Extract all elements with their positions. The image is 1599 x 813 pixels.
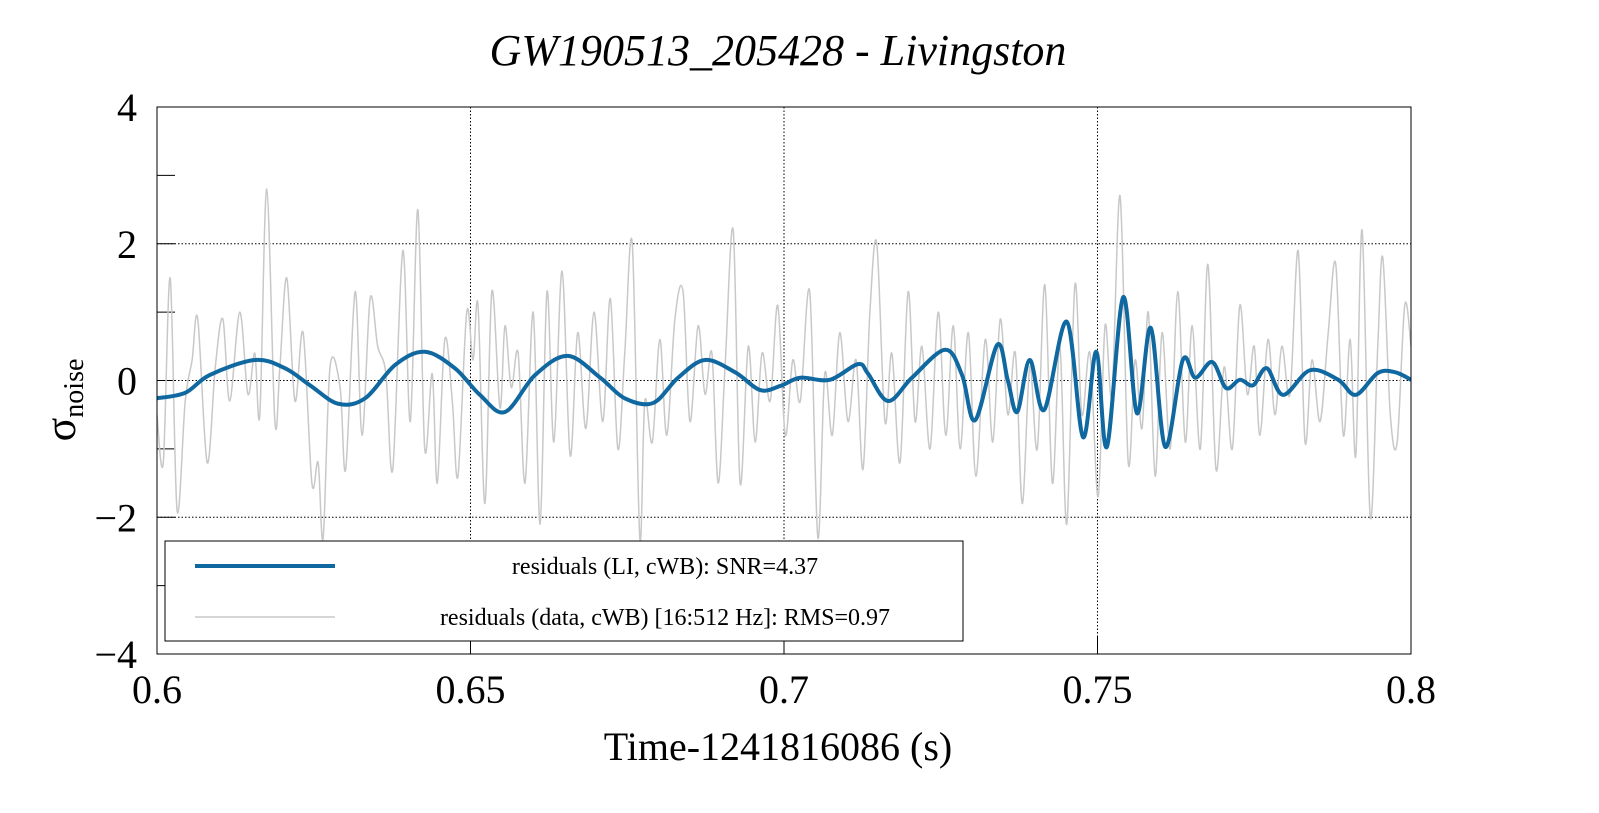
y-tick-label: 4 bbox=[117, 85, 137, 130]
x-tick-label: 0.6 bbox=[132, 667, 182, 712]
legend-label: residuals (LI, cWB): SNR=4.37 bbox=[512, 554, 818, 580]
y-axis-subscript: noise bbox=[59, 359, 90, 418]
x-axis-label: Time-1241816086 (s) bbox=[604, 724, 953, 769]
series-line bbox=[157, 188, 1411, 542]
legend-box bbox=[164, 540, 964, 642]
y-axis-symbol: σ bbox=[36, 417, 85, 441]
x-tick-label: 0.65 bbox=[436, 667, 506, 712]
y-tick-label: 0 bbox=[117, 359, 137, 404]
x-tick-label: 0.8 bbox=[1386, 667, 1436, 712]
y-tick-label: 2 bbox=[117, 222, 137, 267]
plot-frame bbox=[156, 106, 1412, 655]
y-axis-label: σnoise bbox=[36, 359, 90, 442]
chart-title: GW190513_205428 - Livingston bbox=[490, 26, 1067, 75]
x-tick-label: 0.75 bbox=[1063, 667, 1133, 712]
series-line bbox=[157, 295, 1411, 449]
y-tick-label: −2 bbox=[94, 495, 137, 540]
y-tick-label: −4 bbox=[94, 632, 137, 677]
x-tick-label: 0.7 bbox=[759, 667, 809, 712]
legend-label: residuals (data, cWB) [16:512 Hz]: RMS=0… bbox=[440, 605, 890, 631]
